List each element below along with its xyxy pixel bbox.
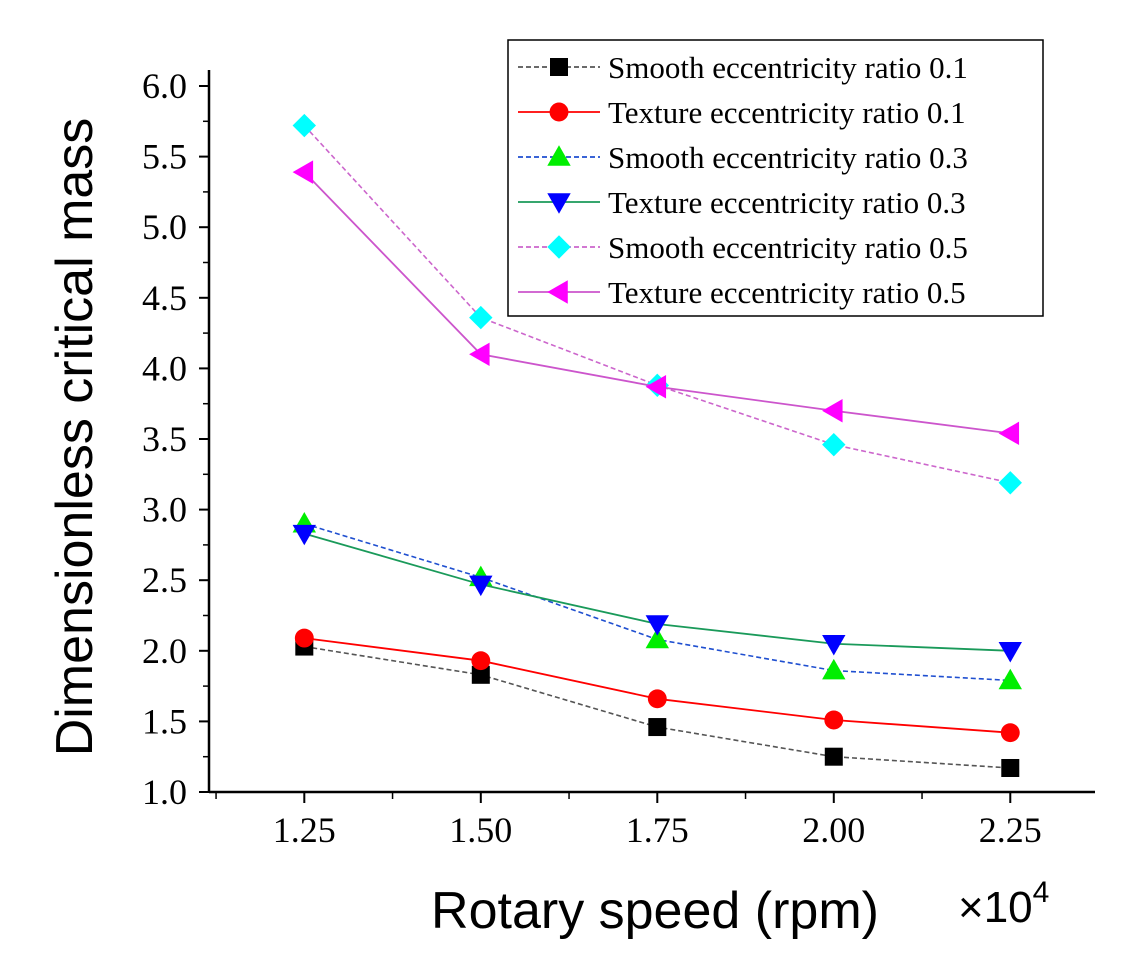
y-tick-label: 1.0 bbox=[142, 772, 187, 812]
y-tick-label: 2.0 bbox=[142, 631, 187, 671]
x-tick-label: 1.25 bbox=[273, 810, 336, 850]
data-point bbox=[998, 421, 1020, 446]
data-point bbox=[1000, 723, 1020, 743]
legend-marker bbox=[547, 193, 571, 214]
legend-marker bbox=[550, 58, 568, 76]
data-point bbox=[469, 342, 490, 366]
data-point bbox=[822, 432, 846, 457]
x-axis-multiplier: ×104 bbox=[958, 876, 1049, 932]
y-tick-label: 2.5 bbox=[142, 560, 187, 600]
legend-marker bbox=[547, 235, 571, 259]
data-point bbox=[998, 668, 1022, 690]
x-axis-multiplier-prefix: ×10 bbox=[958, 883, 1033, 932]
data-point bbox=[998, 642, 1022, 663]
series-2 bbox=[294, 628, 1020, 743]
legend-box bbox=[507, 39, 1044, 317]
legend-label: Smooth eccentricity ratio 0.1 bbox=[608, 50, 968, 85]
x-tick-label: 2.00 bbox=[802, 810, 865, 850]
legend-item: Smooth eccentricity ratio 0.1 bbox=[518, 50, 968, 85]
legend-item: Texture eccentricity ratio 0.3 bbox=[518, 185, 966, 220]
y-axis-ticks: 1.0 1.5 2.0 2.5 3.0 3.5 4.0 4.5 5.0 5.5 6.0 bbox=[142, 66, 209, 812]
legend-item: Texture eccentricity ratio 0.5 bbox=[518, 275, 966, 310]
y-tick-label: 4.0 bbox=[142, 348, 187, 388]
x-tick-label: 1.50 bbox=[449, 810, 512, 850]
data-point bbox=[824, 710, 844, 730]
y-tick-label: 3.5 bbox=[142, 419, 187, 459]
data-point bbox=[645, 615, 669, 636]
data-point bbox=[645, 375, 667, 399]
axes-frame bbox=[207, 70, 1095, 794]
series-layer bbox=[292, 113, 1022, 777]
legend-label: Smooth eccentricity ratio 0.5 bbox=[608, 230, 968, 265]
data-point bbox=[647, 689, 667, 709]
y-axis-title: Dimensionless critical mass bbox=[46, 118, 104, 757]
data-point bbox=[822, 634, 846, 656]
data-point bbox=[469, 575, 493, 597]
series-1 bbox=[295, 637, 1020, 777]
legend-item: Smooth eccentricity ratio 0.3 bbox=[518, 140, 968, 175]
data-point bbox=[471, 665, 490, 684]
x-tick-label: 2.25 bbox=[979, 810, 1042, 850]
data-point bbox=[471, 651, 491, 671]
series-4 bbox=[292, 524, 1022, 663]
x-axis-multiplier-exponent: 4 bbox=[1033, 876, 1050, 909]
y-tick-label: 6.0 bbox=[142, 66, 187, 106]
data-point bbox=[294, 628, 314, 648]
data-point bbox=[292, 113, 317, 138]
data-point bbox=[998, 471, 1022, 495]
x-axis-ticks: 1.25 1.50 1.75 2.00 2.25 bbox=[215, 792, 1042, 850]
series-6 bbox=[292, 160, 1020, 446]
data-point bbox=[469, 305, 493, 330]
legend-marker bbox=[549, 102, 569, 122]
y-tick-label: 1.5 bbox=[142, 701, 187, 741]
legend-marker bbox=[547, 280, 568, 304]
data-point bbox=[824, 747, 843, 766]
data-point bbox=[292, 160, 314, 184]
x-tick-label: 1.75 bbox=[626, 810, 689, 850]
y-tick-label: 5.0 bbox=[142, 207, 187, 247]
legend-label: Texture eccentricity ratio 0.3 bbox=[608, 185, 966, 220]
legend-label: Texture eccentricity ratio 0.1 bbox=[608, 95, 966, 130]
legend-label: Texture eccentricity ratio 0.5 bbox=[608, 275, 966, 310]
y-tick-label: 5.5 bbox=[142, 137, 187, 177]
legend: Smooth eccentricity ratio 0.1 Texture ecc… bbox=[507, 39, 1044, 317]
series-line bbox=[304, 522, 1011, 682]
data-point bbox=[292, 524, 317, 546]
y-tick-label: 3.0 bbox=[142, 490, 187, 530]
data-point bbox=[1001, 758, 1020, 777]
data-point bbox=[822, 658, 846, 680]
data-point bbox=[648, 718, 667, 737]
data-point bbox=[822, 399, 843, 423]
legend-item: Smooth eccentricity ratio 0.5 bbox=[518, 230, 968, 265]
legend-item: Texture eccentricity ratio 0.1 bbox=[518, 95, 966, 130]
legend-label: Smooth eccentricity ratio 0.3 bbox=[608, 140, 968, 175]
legend-marker bbox=[547, 145, 571, 166]
x-axis-title: Rotary speed (rpm) bbox=[431, 882, 879, 940]
y-tick-label: 4.5 bbox=[142, 278, 187, 318]
data-point bbox=[645, 627, 669, 649]
